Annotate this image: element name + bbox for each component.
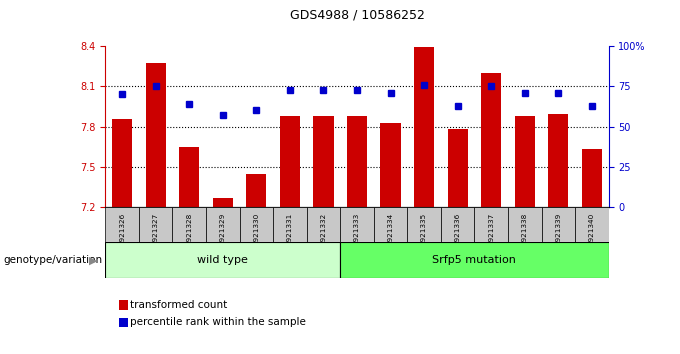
Bar: [340, 207, 374, 262]
Text: GSM921326: GSM921326: [119, 212, 125, 257]
Bar: [582, 149, 602, 207]
Bar: [173, 207, 206, 262]
Text: GSM921339: GSM921339: [556, 212, 561, 257]
Text: GSM921335: GSM921335: [421, 212, 427, 257]
Bar: [508, 207, 541, 262]
Bar: [146, 63, 166, 207]
Bar: [481, 73, 501, 207]
Bar: [374, 207, 407, 262]
Bar: [213, 198, 233, 207]
Bar: [112, 119, 132, 207]
Text: GSM921332: GSM921332: [320, 212, 326, 257]
Bar: [340, 242, 609, 278]
Bar: [180, 147, 199, 207]
Bar: [381, 122, 401, 207]
Bar: [475, 207, 508, 262]
Text: genotype/variation: genotype/variation: [3, 255, 103, 265]
Bar: [239, 207, 273, 262]
Text: GSM921334: GSM921334: [388, 212, 394, 257]
Bar: [541, 207, 575, 262]
Bar: [105, 207, 139, 262]
Text: GSM921327: GSM921327: [153, 212, 158, 257]
Bar: [246, 173, 267, 207]
Bar: [441, 207, 475, 262]
Text: GSM921338: GSM921338: [522, 212, 528, 257]
Text: GSM921340: GSM921340: [589, 212, 595, 257]
Bar: [548, 114, 568, 207]
Text: GSM921329: GSM921329: [220, 212, 226, 257]
Bar: [414, 47, 434, 207]
Text: Srfp5 mutation: Srfp5 mutation: [432, 255, 516, 265]
Bar: [575, 207, 609, 262]
Bar: [280, 116, 300, 207]
Bar: [347, 116, 367, 207]
Bar: [105, 242, 340, 278]
Text: wild type: wild type: [197, 255, 248, 265]
Bar: [307, 207, 340, 262]
Text: GSM921336: GSM921336: [455, 212, 460, 257]
Bar: [273, 207, 307, 262]
Bar: [139, 207, 173, 262]
Text: ▶: ▶: [89, 255, 97, 265]
Text: GSM921333: GSM921333: [354, 212, 360, 257]
Bar: [407, 207, 441, 262]
Text: GSM921331: GSM921331: [287, 212, 293, 257]
Text: GSM921328: GSM921328: [186, 212, 192, 257]
Bar: [206, 207, 239, 262]
Bar: [313, 116, 333, 207]
Text: GDS4988 / 10586252: GDS4988 / 10586252: [290, 8, 424, 21]
Text: GSM921330: GSM921330: [254, 212, 259, 257]
Text: percentile rank within the sample: percentile rank within the sample: [130, 318, 306, 327]
Bar: [447, 129, 468, 207]
Text: GSM921337: GSM921337: [488, 212, 494, 257]
Bar: [515, 116, 534, 207]
Text: transformed count: transformed count: [130, 300, 227, 310]
